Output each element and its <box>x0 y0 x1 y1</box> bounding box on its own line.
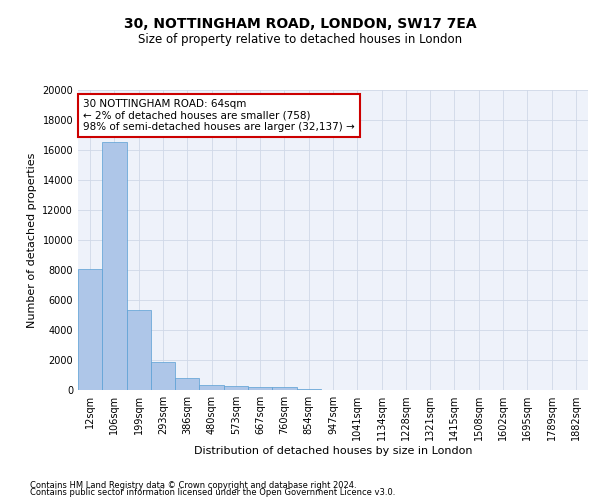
Bar <box>175 378 199 390</box>
Text: Contains HM Land Registry data © Crown copyright and database right 2024.: Contains HM Land Registry data © Crown c… <box>30 480 356 490</box>
Bar <box>248 387 272 390</box>
Bar <box>151 362 175 390</box>
Bar <box>296 389 321 390</box>
Text: 30 NOTTINGHAM ROAD: 64sqm
← 2% of detached houses are smaller (758)
98% of semi-: 30 NOTTINGHAM ROAD: 64sqm ← 2% of detach… <box>83 99 355 132</box>
X-axis label: Distribution of detached houses by size in London: Distribution of detached houses by size … <box>194 446 472 456</box>
Bar <box>224 386 248 390</box>
Bar <box>127 310 151 390</box>
Text: 30, NOTTINGHAM ROAD, LONDON, SW17 7EA: 30, NOTTINGHAM ROAD, LONDON, SW17 7EA <box>124 18 476 32</box>
Text: Contains public sector information licensed under the Open Government Licence v3: Contains public sector information licen… <box>30 488 395 497</box>
Bar <box>199 385 224 390</box>
Y-axis label: Number of detached properties: Number of detached properties <box>27 152 37 328</box>
Bar <box>78 268 102 390</box>
Text: Size of property relative to detached houses in London: Size of property relative to detached ho… <box>138 32 462 46</box>
Bar <box>102 142 127 390</box>
Bar <box>272 387 296 390</box>
